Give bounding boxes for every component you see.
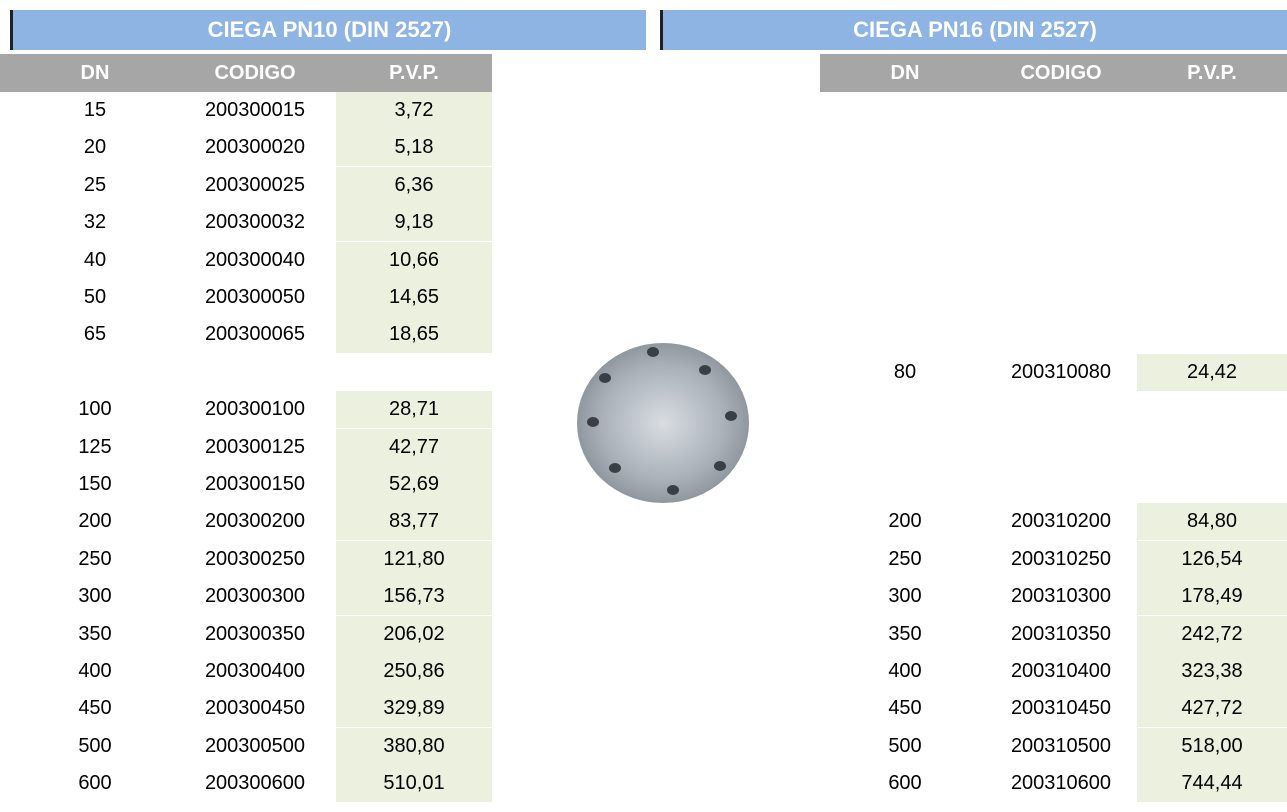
dn-cell: 450 — [78, 697, 112, 720]
price-cell: 24,42 — [1137, 353, 1287, 391]
dn-cell: 50 — [83, 286, 107, 308]
code-cell: 200300100 — [204, 398, 306, 421]
code-cell: 200300020 — [204, 136, 306, 159]
code-cell: 200300025 — [204, 173, 306, 196]
code-cell: 200310350 — [1010, 622, 1112, 645]
price-cell: 3,72 — [336, 92, 492, 129]
dn-cell: 32 — [83, 211, 107, 234]
code-cell: 200310300 — [1010, 585, 1112, 608]
dn-cell: 40 — [83, 248, 107, 271]
flange-image — [577, 343, 749, 503]
dn-cell: 80 — [893, 360, 917, 383]
dn-cell: 350 — [888, 622, 922, 645]
price-cell: 52,69 — [336, 466, 492, 503]
table-title: CIEGA PN10 (DIN 2527) — [10, 10, 646, 50]
dn-cell: 20 — [83, 136, 107, 159]
header-row — [820, 54, 1287, 92]
column-header: CODIGO — [1020, 62, 1102, 84]
price-cell: 14,65 — [336, 279, 492, 316]
dn-cell: 250 — [888, 547, 922, 570]
price-cell: 323,38 — [1137, 653, 1287, 690]
price-cell: 744,44 — [1137, 765, 1287, 803]
dn-cell: 150 — [78, 473, 112, 495]
code-cell: 200310200 — [1010, 510, 1112, 533]
price-cell: 121,80 — [336, 540, 492, 578]
price-cell: 250,86 — [336, 653, 492, 690]
price-cell: 518,00 — [1137, 727, 1287, 765]
column-header: CODIGO — [214, 62, 296, 84]
price-cell: 10,66 — [336, 241, 492, 279]
code-cell: 200310500 — [1010, 734, 1112, 757]
code-cell: 200300065 — [204, 323, 306, 346]
price-cell: 242,72 — [1137, 615, 1287, 653]
price-cell: 5,18 — [336, 129, 492, 167]
price-cell: 9,18 — [336, 204, 492, 242]
dn-cell: 500 — [888, 734, 922, 757]
dn-cell: 500 — [78, 734, 112, 757]
price-cell: 206,02 — [336, 615, 492, 653]
code-cell: 200300050 — [204, 286, 306, 308]
code-cell: 200300500 — [204, 734, 306, 757]
dn-cell: 125 — [78, 435, 112, 458]
code-cell: 200300450 — [204, 697, 306, 720]
dn-cell: 350 — [78, 622, 112, 645]
column-header: P.V.P. — [1187, 62, 1237, 84]
code-cell: 200310600 — [1010, 772, 1112, 795]
column-header: DN — [80, 62, 110, 84]
dn-cell: 200 — [888, 510, 922, 533]
code-cell: 200300400 — [204, 660, 306, 682]
price-cell: 42,77 — [336, 428, 492, 466]
dn-cell: 600 — [888, 772, 922, 795]
price-cell: 380,80 — [336, 727, 492, 765]
column-header: P.V.P. — [389, 62, 439, 84]
dn-cell: 400 — [888, 660, 922, 682]
dn-cell: 65 — [83, 323, 107, 346]
code-cell: 200300600 — [204, 772, 306, 795]
code-cell: 200300250 — [204, 547, 306, 570]
table-title: CIEGA PN16 (DIN 2527) — [660, 10, 1287, 50]
price-cell: 6,36 — [336, 166, 492, 204]
code-cell: 200310400 — [1010, 660, 1112, 682]
code-cell: 200300032 — [204, 211, 306, 234]
code-cell: 200310080 — [1010, 360, 1112, 383]
price-cell: 18,65 — [336, 316, 492, 354]
price-cell: 329,89 — [336, 690, 492, 728]
price-cell: 427,72 — [1137, 690, 1287, 728]
dn-cell: 450 — [888, 697, 922, 720]
price-cell: 28,71 — [336, 391, 492, 429]
dn-cell: 25 — [83, 173, 107, 196]
code-cell: 200300040 — [204, 248, 306, 271]
code-cell: 200300350 — [204, 622, 306, 645]
code-cell: 200300015 — [204, 99, 306, 121]
code-cell: 200300150 — [204, 473, 306, 495]
dn-cell: 200 — [78, 510, 112, 533]
dn-cell: 300 — [888, 585, 922, 608]
dn-cell: 600 — [78, 772, 112, 795]
dn-cell: 15 — [83, 99, 107, 121]
price-cell: 83,77 — [336, 503, 492, 541]
price-cell: 156,73 — [336, 578, 492, 616]
code-cell: 200310250 — [1010, 547, 1112, 570]
code-cell: 200310450 — [1010, 697, 1112, 720]
dn-cell: 300 — [78, 585, 112, 608]
code-cell: 200300125 — [204, 435, 306, 458]
price-cell: 84,80 — [1137, 503, 1287, 541]
dn-cell: 400 — [78, 660, 112, 682]
code-cell: 200300300 — [204, 585, 306, 608]
price-cell: 126,54 — [1137, 540, 1287, 578]
dn-cell: 250 — [78, 547, 112, 570]
code-cell: 200300200 — [204, 510, 306, 533]
column-header: DN — [890, 62, 920, 84]
dn-cell: 100 — [78, 398, 112, 421]
price-cell: 178,49 — [1137, 578, 1287, 616]
price-cell: 510,01 — [336, 765, 492, 803]
header-row — [0, 54, 492, 92]
